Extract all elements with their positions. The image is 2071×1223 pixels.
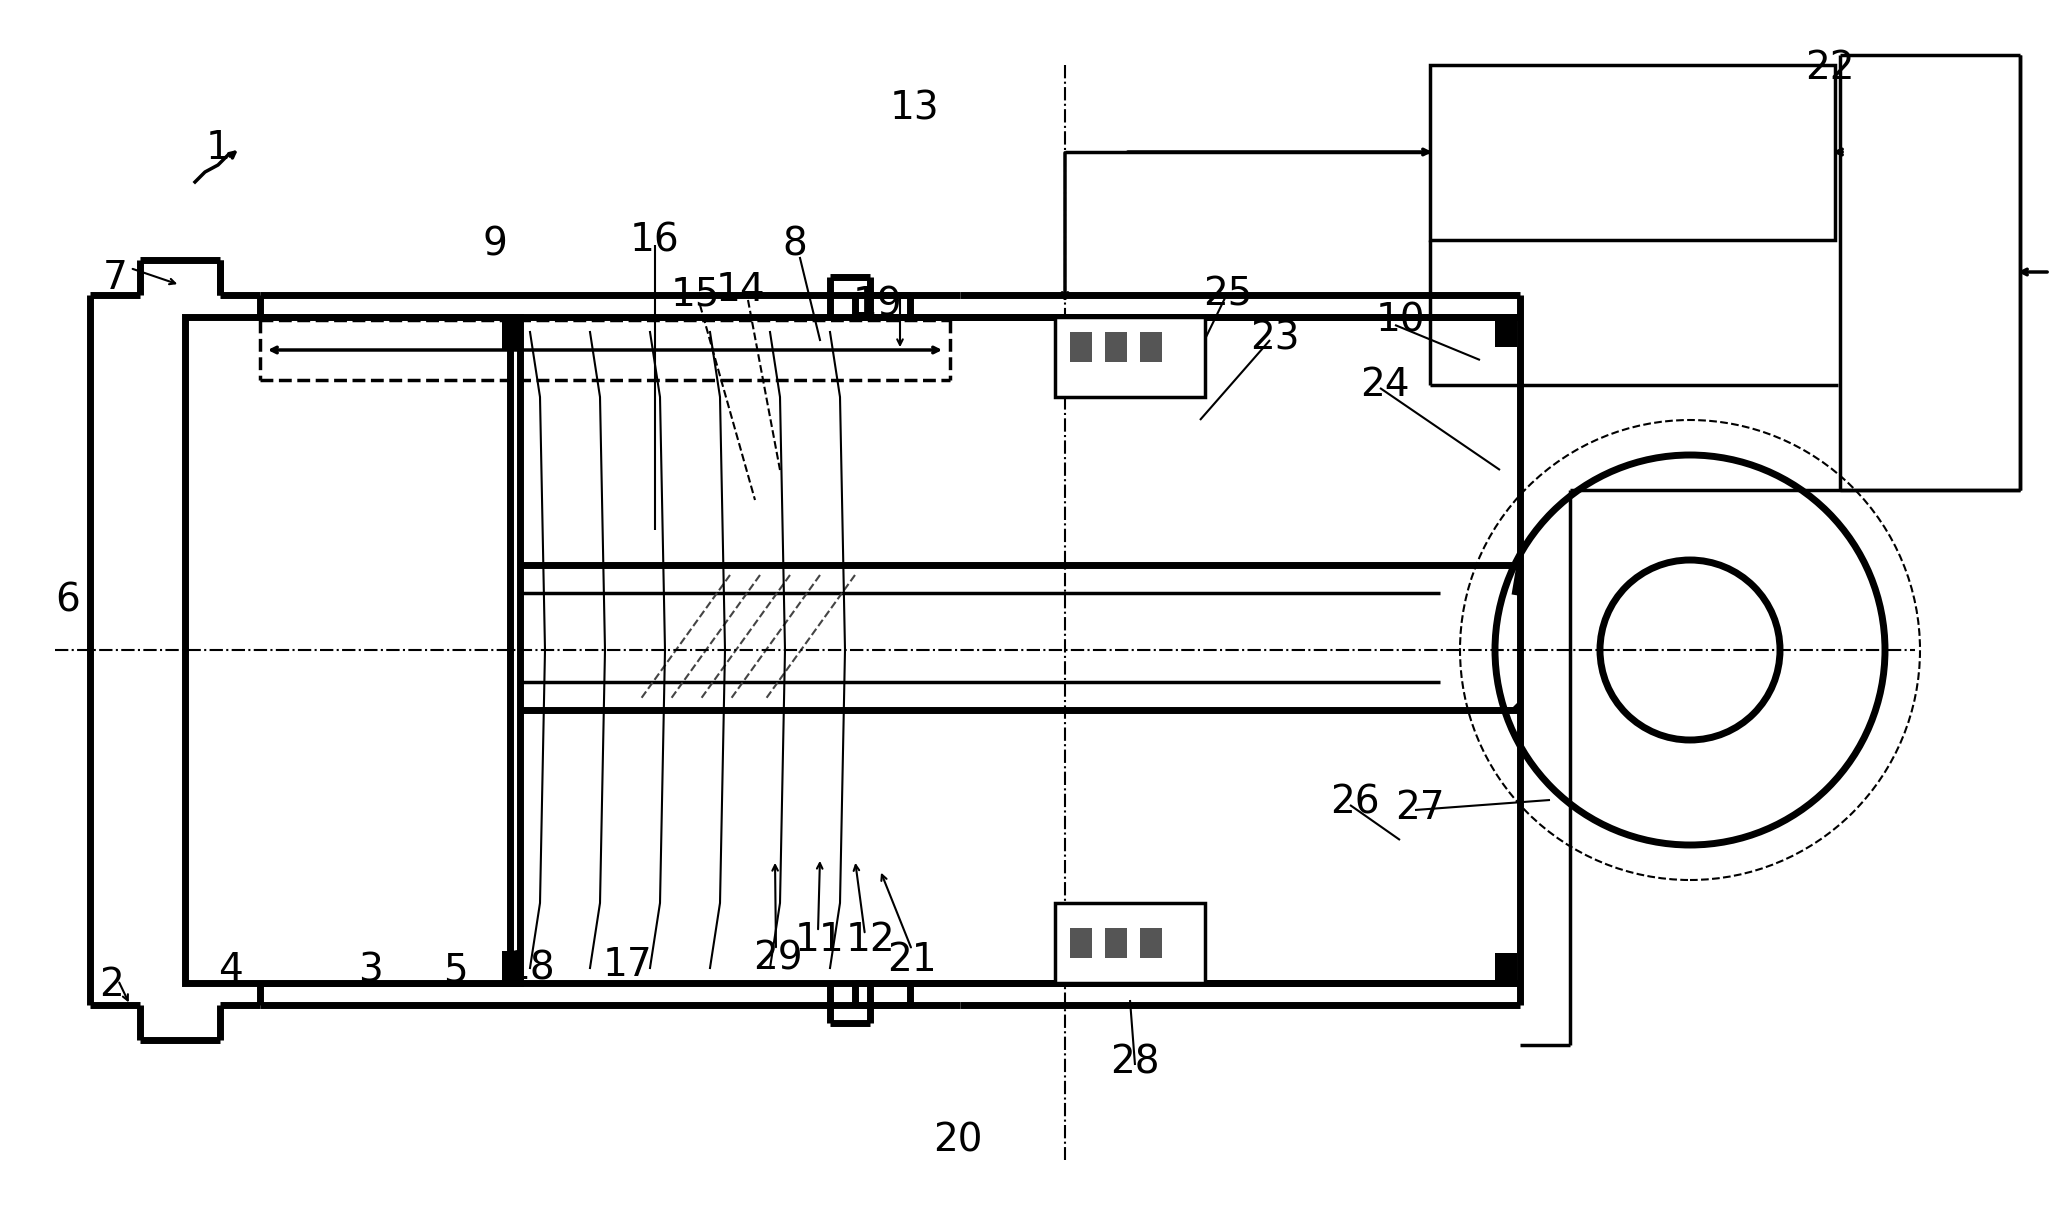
Text: 17: 17: [603, 947, 652, 985]
Bar: [1495, 317, 1516, 347]
Text: 3: 3: [358, 951, 383, 989]
Text: 5: 5: [443, 951, 468, 989]
Text: 15: 15: [671, 276, 721, 314]
Bar: [1106, 928, 1127, 958]
Text: 11: 11: [795, 921, 845, 959]
Text: 24: 24: [1361, 366, 1410, 404]
Text: 26: 26: [1330, 783, 1379, 821]
Text: 18: 18: [505, 949, 555, 987]
Bar: [1071, 928, 1091, 958]
Bar: [501, 317, 520, 349]
Bar: [501, 951, 520, 983]
Text: 9: 9: [483, 226, 507, 264]
Bar: [184, 317, 520, 983]
Text: 29: 29: [754, 939, 804, 977]
Text: 28: 28: [1110, 1043, 1160, 1081]
Text: 25: 25: [1203, 276, 1253, 314]
Text: 20: 20: [934, 1121, 984, 1159]
Text: 21: 21: [886, 940, 936, 978]
Text: 8: 8: [783, 226, 808, 264]
Text: 6: 6: [56, 581, 81, 619]
Text: 27: 27: [1396, 789, 1446, 827]
Text: 4: 4: [217, 951, 242, 989]
Bar: [1495, 953, 1516, 983]
Text: 1: 1: [205, 128, 230, 168]
Bar: [1054, 903, 1205, 983]
Text: 7: 7: [104, 259, 128, 297]
Text: 13: 13: [891, 89, 940, 127]
Text: 10: 10: [1375, 301, 1425, 339]
Text: 19: 19: [853, 286, 903, 324]
Bar: [1429, 65, 1835, 240]
Bar: [1054, 317, 1205, 397]
Text: 22: 22: [1806, 49, 1856, 87]
Text: 2: 2: [99, 966, 124, 1004]
Text: 23: 23: [1251, 319, 1301, 357]
Text: 16: 16: [630, 221, 679, 259]
Bar: [1139, 331, 1162, 362]
Text: 12: 12: [845, 921, 895, 959]
Bar: [1139, 928, 1162, 958]
Bar: [1106, 331, 1127, 362]
Text: 14: 14: [714, 272, 764, 309]
Bar: [1071, 331, 1091, 362]
